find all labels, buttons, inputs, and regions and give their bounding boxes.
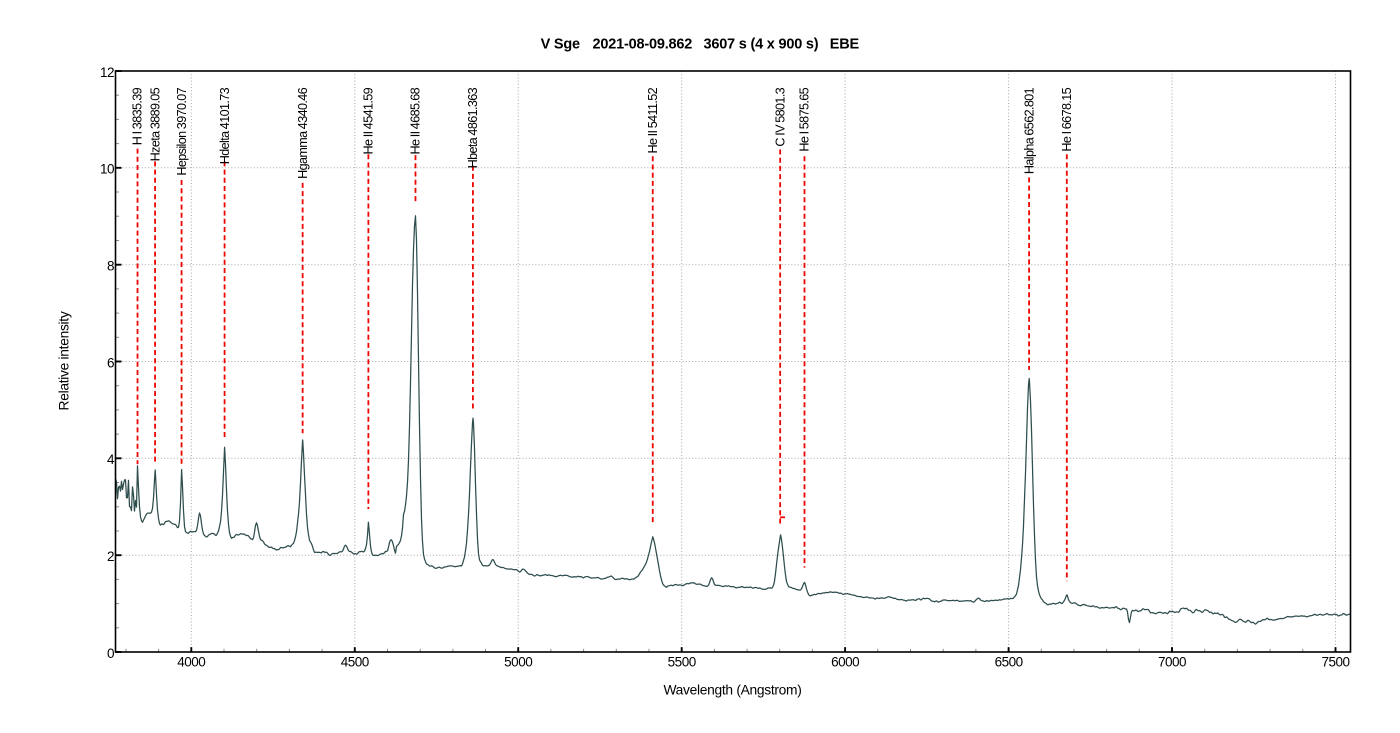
svg-text:Wavelength (Angstrom): Wavelength (Angstrom) [663,683,801,698]
svg-text:4500: 4500 [341,655,369,670]
svg-text:5000: 5000 [504,655,532,670]
svg-text:6000: 6000 [831,655,859,670]
svg-text:He II 5411.52: He II 5411.52 [646,87,660,153]
svg-text:6500: 6500 [995,655,1023,670]
svg-text:Hgamma 4340.46: Hgamma 4340.46 [296,87,310,178]
svg-text:C IV 5801.3: C IV 5801.3 [773,87,787,146]
svg-text:Hdelta 4101.73: Hdelta 4101.73 [218,87,232,164]
svg-text:V Sge 2021-08-09.862 3607 s (4: V Sge 2021-08-09.862 3607 s (4 x 900 s) … [541,37,860,53]
svg-text:2: 2 [107,549,114,564]
svg-text:He I 6678.15: He I 6678.15 [1060,87,1074,151]
svg-text:Halpha 6562.801: Halpha 6562.801 [1022,87,1036,174]
svg-text:8: 8 [107,259,114,274]
svg-text:He I 5875.65: He I 5875.65 [798,87,812,151]
svg-text:7500: 7500 [1321,655,1349,670]
svg-text:H I 3835.39: H I 3835.39 [131,87,145,145]
svg-text:Relative intensity: Relative intensity [57,311,72,410]
svg-text:4: 4 [107,452,115,467]
svg-text:Hzeta 3889.05: Hzeta 3889.05 [148,87,162,161]
svg-text:Hepsilon 3970.07: Hepsilon 3970.07 [175,87,189,175]
svg-text:7000: 7000 [1158,655,1186,670]
svg-text:Hbeta 4861.363: Hbeta 4861.363 [466,87,480,168]
svg-text:4000: 4000 [177,655,205,670]
svg-text:0: 0 [107,646,114,661]
svg-text:He II 4541.59: He II 4541.59 [362,87,376,154]
svg-text:10: 10 [100,162,114,177]
svg-text:12: 12 [100,65,114,80]
svg-text:6: 6 [107,355,114,370]
svg-text:He II 4685.68: He II 4685.68 [409,87,423,154]
svg-text:5500: 5500 [668,655,696,670]
